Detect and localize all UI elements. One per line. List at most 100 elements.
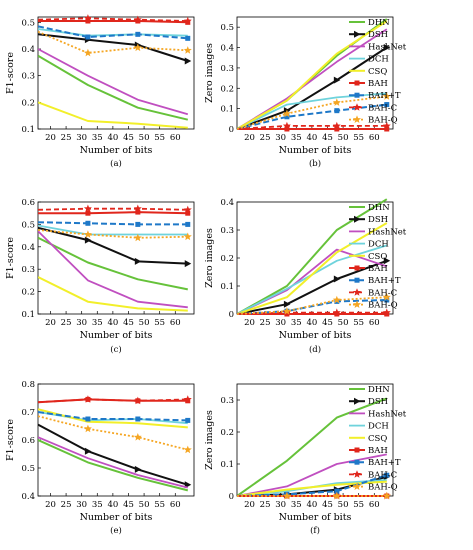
legend-label: BAH: [368, 446, 388, 456]
legend-label: DSH: [368, 215, 388, 225]
data-point: [85, 34, 91, 40]
series-bah-c: [38, 395, 192, 405]
series-line: [237, 198, 388, 315]
legend-label: DHN: [368, 18, 390, 28]
data-point: [383, 44, 391, 52]
y-tick-label: 0.6: [21, 436, 35, 446]
data-point: [133, 43, 142, 52]
x-tick-label: 50: [139, 500, 150, 510]
panel-caption: (f): [310, 525, 320, 536]
data-point: [85, 210, 91, 216]
series-line: [38, 230, 188, 309]
data-point: [332, 295, 341, 304]
x-tick-label: 60: [369, 133, 380, 143]
x-tick-label: 55: [353, 133, 364, 143]
series-hashnet: [38, 48, 189, 116]
x-tick-label: 35: [291, 318, 302, 328]
data-point: [333, 76, 341, 84]
series-dhn: [237, 397, 388, 497]
series-csq: [38, 408, 188, 429]
data-point: [84, 447, 92, 455]
data-point: [183, 16, 192, 25]
legend: DHN DSH HashNet DCH CSQ BAH BAH+T BAH-C BAH-Q: [349, 385, 407, 493]
series-line: [38, 101, 188, 129]
series-line: [38, 276, 188, 312]
legend-label: DCH: [368, 55, 389, 65]
legend-label: HashNet: [368, 42, 407, 52]
legend-label: DSH: [368, 30, 388, 40]
series-dch: [38, 224, 188, 236]
data-point: [334, 126, 340, 132]
data-point: [83, 14, 92, 22]
series-bah-c: [237, 121, 391, 130]
series-line: [237, 296, 387, 315]
series-dhn: [38, 54, 189, 121]
series-line: [38, 17, 188, 22]
legend-label: DHN: [368, 203, 390, 213]
x-tick-label: 45: [322, 500, 333, 510]
x-tick-label: 60: [369, 500, 380, 510]
data-point: [185, 210, 191, 216]
legend-label: DSH: [368, 397, 388, 407]
data-point: [183, 395, 192, 403]
legend-marker: [353, 470, 361, 478]
data-point: [133, 396, 142, 405]
data-point: [384, 472, 390, 478]
data-point: [134, 257, 142, 265]
x-tick-label: 30: [275, 133, 286, 143]
legend-label: CSQ: [368, 252, 387, 262]
series-line: [38, 226, 188, 265]
chart-panel-e: 0.4 0.5 0.6 0.7 0.8 20 25 30 35 40 45 50 55 60 Number …: [5, 380, 195, 536]
chart-panel-f: 0 0.1 0.2 0.3 20 25 30 35 40 45 50 55 60 Number of bi…: [204, 383, 407, 536]
legend-marker: [353, 288, 361, 296]
y-tick-label: 0.1: [220, 105, 234, 115]
y-axis-label: Zero images: [204, 228, 215, 288]
data-point: [282, 121, 291, 130]
x-tick-label: 25: [260, 318, 271, 328]
x-tick-label: 55: [154, 318, 165, 328]
y-tick-label: 0.4: [21, 492, 35, 502]
data-point: [184, 57, 192, 65]
y-axis-label: F1-score: [5, 237, 16, 279]
y-tick-label: 0: [229, 310, 234, 320]
x-tick-label: 40: [306, 500, 317, 510]
x-tick-label: 40: [107, 133, 118, 143]
panel-caption: (d): [309, 344, 321, 355]
x-tick-label: 30: [275, 500, 286, 510]
data-point: [135, 209, 141, 215]
series-dsh: [237, 257, 391, 315]
y-tick-label: 0.4: [220, 198, 234, 208]
series-bah: [237, 126, 390, 132]
series-line: [38, 415, 189, 451]
legend-marker: [354, 215, 361, 223]
x-tick-label: 30: [275, 318, 286, 328]
y-tick-label: 0.1: [21, 310, 35, 320]
series-dsh: [38, 226, 192, 268]
series-line: [38, 54, 189, 121]
series-line: [38, 229, 188, 239]
data-point: [133, 233, 142, 242]
data-point: [382, 293, 391, 301]
legend-label: BAH-C: [368, 470, 397, 480]
data-point: [284, 126, 290, 132]
series-dsh: [38, 423, 192, 489]
y-tick-label: 0: [229, 125, 234, 135]
data-point: [183, 205, 192, 214]
data-point: [332, 308, 341, 316]
series-line: [38, 20, 188, 24]
x-tick-label: 20: [45, 133, 56, 143]
x-tick-label: 30: [76, 318, 87, 328]
legend-label: BAH+T: [368, 276, 401, 286]
x-tick-label: 45: [123, 500, 134, 510]
x-tick-label: 20: [45, 318, 56, 328]
y-tick-label: 0.2: [220, 84, 234, 94]
data-point: [283, 300, 291, 308]
legend-marker: [354, 397, 361, 405]
data-point: [282, 109, 291, 118]
series-bah-q: [38, 415, 192, 454]
legend-marker: [354, 80, 360, 86]
series-line: [38, 398, 188, 404]
series-line: [38, 436, 189, 489]
y-tick-label: 0.5: [220, 23, 234, 33]
